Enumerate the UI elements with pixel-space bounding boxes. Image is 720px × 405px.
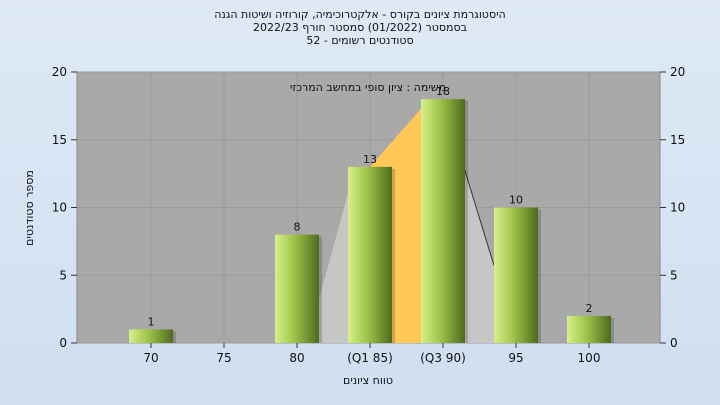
bar	[348, 166, 392, 343]
y-tick-label-left: 0	[59, 336, 67, 350]
x-tick-label: (Q3 90)	[420, 351, 466, 365]
data-label: 1	[148, 315, 155, 328]
y-tick-label-left: 10	[52, 201, 67, 215]
y-tick-label-left: 20	[52, 65, 67, 79]
y-tick-label-left: 15	[52, 133, 67, 147]
data-label: 8	[294, 221, 301, 234]
y-axis-right-ticks: 0 5 10 15 20	[660, 65, 685, 350]
data-label: 13	[363, 153, 377, 166]
chart-annotation: משימה : ציון סופי במחשב המרכזי	[290, 81, 446, 94]
data-label: 2	[586, 302, 593, 315]
bar	[421, 99, 465, 343]
x-axis-label: טווח ציונים	[343, 374, 393, 387]
chart-title-line-1: היסטוגרמת ציונים בקורס - אלקטרוכימיה, קו…	[214, 8, 506, 21]
x-tick-label: 75	[216, 351, 231, 365]
y-tick-label-right: 10	[670, 201, 685, 215]
bars	[129, 99, 614, 343]
bar	[129, 329, 173, 343]
y-tick-label-right: 20	[670, 65, 685, 79]
x-tick-label: 95	[508, 351, 523, 365]
y-tick-label-right: 15	[670, 133, 685, 147]
y-tick-label-right: 0	[670, 336, 678, 350]
bar	[567, 315, 611, 343]
data-label: 18	[436, 85, 450, 98]
bar	[275, 234, 319, 343]
y-axis-label: מספר סטודנטים	[23, 170, 36, 246]
x-tick-label: 70	[143, 351, 158, 365]
x-tick-label: 100	[578, 351, 601, 365]
y-axis-left-ticks: 0 5 10 15 20	[52, 65, 77, 350]
y-tick-label-right: 5	[670, 268, 678, 282]
x-tick-label: 80	[289, 351, 304, 365]
y-tick-label-left: 5	[59, 268, 67, 282]
chart-title: היסטוגרמת ציונים בקורס - אלקטרוכימיה, קו…	[0, 8, 720, 47]
x-tick-label: (Q1 85)	[347, 351, 393, 365]
x-axis-ticks: 70 75 80 (Q1 85) (Q3 90) 95 100	[143, 343, 600, 365]
chart-title-line-3: סטודנטים רשומים - 52	[306, 34, 414, 47]
data-label: 10	[509, 194, 523, 207]
bar	[494, 207, 538, 343]
chart-title-line-2: בסמסטר (01/2022) סמסטר חורף 2022/23	[253, 21, 467, 34]
